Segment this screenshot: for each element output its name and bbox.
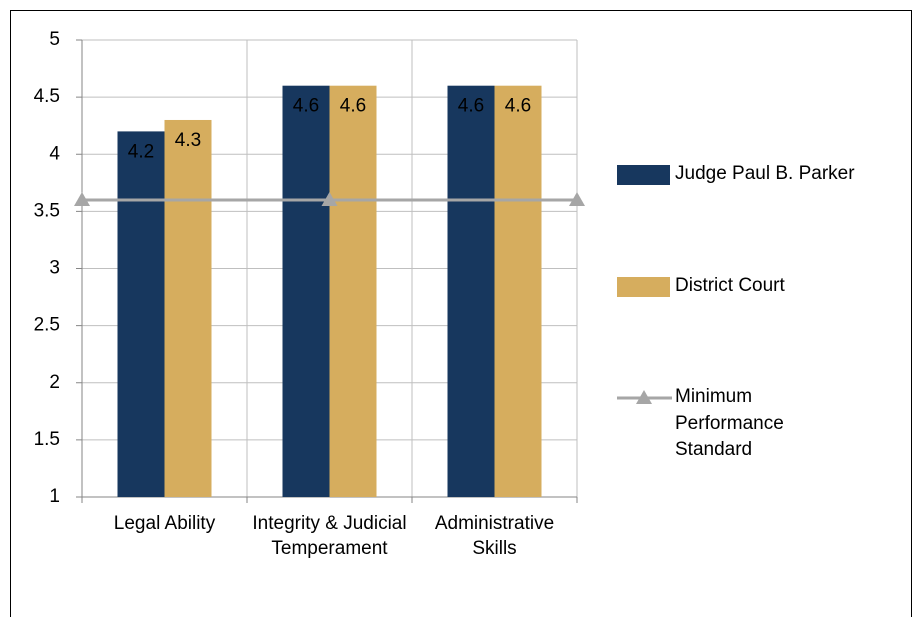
x-tick-label-box: Integrity & Judicial Temperament bbox=[252, 513, 407, 559]
legend-label: Minimum Performance Standard bbox=[675, 386, 784, 461]
data-label: 4.6 bbox=[505, 96, 531, 117]
x-tick-label: Legal Ability bbox=[113, 513, 216, 534]
y-tick-label: 2.5 bbox=[34, 315, 60, 336]
legend-swatch bbox=[617, 277, 670, 297]
x-tick-label: Administrative Skills bbox=[434, 513, 555, 559]
legend-label-box: Judge Paul B. Parker bbox=[675, 163, 855, 184]
data-label: 4.3 bbox=[175, 130, 201, 151]
data-label: 4.6 bbox=[293, 96, 319, 117]
y-tick-label: 2 bbox=[49, 372, 60, 393]
legend-label: District Court bbox=[675, 275, 785, 296]
y-tick-label: 1 bbox=[49, 486, 60, 507]
line-marker bbox=[321, 191, 338, 206]
bar bbox=[447, 85, 495, 497]
data-label: 4.6 bbox=[340, 96, 366, 117]
legend-label-box: Minimum Performance Standard bbox=[675, 386, 784, 461]
y-tick-label: 5 bbox=[49, 29, 60, 50]
chart-border bbox=[10, 10, 912, 617]
legend-label: Judge Paul B. Parker bbox=[675, 163, 855, 184]
y-tick-label: 4 bbox=[49, 143, 60, 164]
line-marker bbox=[569, 191, 585, 206]
y-tick-label: 1.5 bbox=[34, 429, 60, 450]
bar bbox=[494, 85, 542, 497]
bar bbox=[164, 119, 212, 497]
x-tick-label-box: Administrative Skills bbox=[434, 513, 555, 559]
legend-swatch bbox=[617, 165, 670, 185]
x-tick-label-box: Legal Ability bbox=[113, 513, 216, 534]
x-tick-label: Integrity & Judicial Temperament bbox=[252, 513, 407, 559]
bar bbox=[282, 85, 330, 497]
legend-label-box: District Court bbox=[675, 275, 785, 296]
bar bbox=[329, 85, 377, 497]
y-tick-label: 3 bbox=[49, 258, 60, 279]
y-tick-label: 3.5 bbox=[34, 200, 60, 221]
y-tick-label: 4.5 bbox=[34, 86, 60, 107]
bar bbox=[117, 131, 165, 497]
data-label: 4.6 bbox=[458, 96, 484, 117]
legend-swatch-marker bbox=[636, 390, 652, 404]
line-marker bbox=[74, 191, 90, 206]
data-label: 4.2 bbox=[128, 141, 154, 162]
